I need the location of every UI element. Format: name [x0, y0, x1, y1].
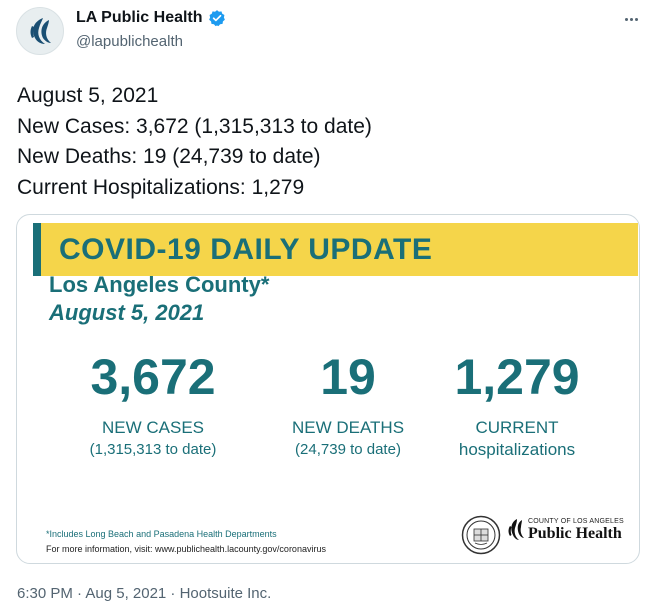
stat-label: NEW DEATHS: [291, 418, 405, 437]
more-info-text: For more information, visit: www.publich…: [46, 544, 326, 554]
stat-sub: (1,315,313 to date): [89, 441, 217, 458]
la-public-health-logo-icon: [30, 18, 51, 44]
banner-title-rest: DAILY UPDATE: [201, 233, 433, 266]
stat-new-deaths: 19 NEW DEATHS (24,739 to date): [273, 349, 423, 458]
tweet-line: New Cases: 3,672 (1,315,313 to date): [17, 114, 372, 138]
banner-stripe: [33, 223, 41, 276]
banner-title-bold: COVID-19: [59, 233, 202, 266]
display-name[interactable]: LA Public Health: [76, 9, 203, 26]
stat-number: 19: [320, 349, 376, 405]
county-seal-icon: [461, 515, 501, 555]
stat-sub: hospitalizations: [458, 440, 576, 459]
tweet-timestamp[interactable]: 6:30 PM · Aug 5, 2021 · Hootsuite Inc.: [17, 585, 272, 602]
tweet-line: August 5, 2021: [17, 84, 159, 107]
verified-badge-icon: [208, 10, 225, 27]
county-title: Los Angeles County*: [49, 272, 270, 297]
tweet-text: August 5, 2021 New Cases: 3,672 (1,315,3…: [17, 81, 372, 203]
tweet-line: New Deaths: 19 (24,739 to date): [17, 145, 321, 168]
more-options-icon[interactable]: [618, 8, 644, 30]
stat-new-cases: 3,672 NEW CASES (1,315,313 to date): [73, 349, 233, 458]
stat-label: CURRENT: [475, 418, 559, 437]
avatar[interactable]: [16, 7, 64, 55]
stat-number: 1,279: [454, 349, 580, 405]
handle[interactable]: @lapublichealth: [76, 33, 183, 50]
account-name-row: LA Public Health: [76, 9, 226, 27]
public-health-mark-icon: [508, 519, 524, 540]
public-health-logo: COUNTY OF LOS ANGELES Public Health: [507, 517, 624, 543]
stat-label: NEW CASES: [101, 418, 205, 437]
stat-number: 3,672: [90, 349, 216, 405]
card-date: August 5, 2021: [49, 300, 205, 325]
banner-title: COVID-19 DAILY UPDATE: [59, 233, 432, 267]
stat-sub: (24,739 to date): [295, 441, 401, 458]
logo-big-text: Public Health: [528, 524, 622, 542]
stat-current-hospitalizations: 1,279 CURRENT hospitalizations: [437, 349, 597, 460]
daily-update-banner: COVID-19 DAILY UPDATE: [33, 223, 638, 276]
footnote: *Includes Long Beach and Pasadena Health…: [46, 529, 277, 539]
tweet-line: Current Hospitalizations: 1,279: [17, 175, 305, 199]
logo-small-text: COUNTY OF LOS ANGELES: [528, 517, 624, 525]
media-card[interactable]: COVID-19 DAILY UPDATE Los Angeles County…: [16, 214, 640, 564]
